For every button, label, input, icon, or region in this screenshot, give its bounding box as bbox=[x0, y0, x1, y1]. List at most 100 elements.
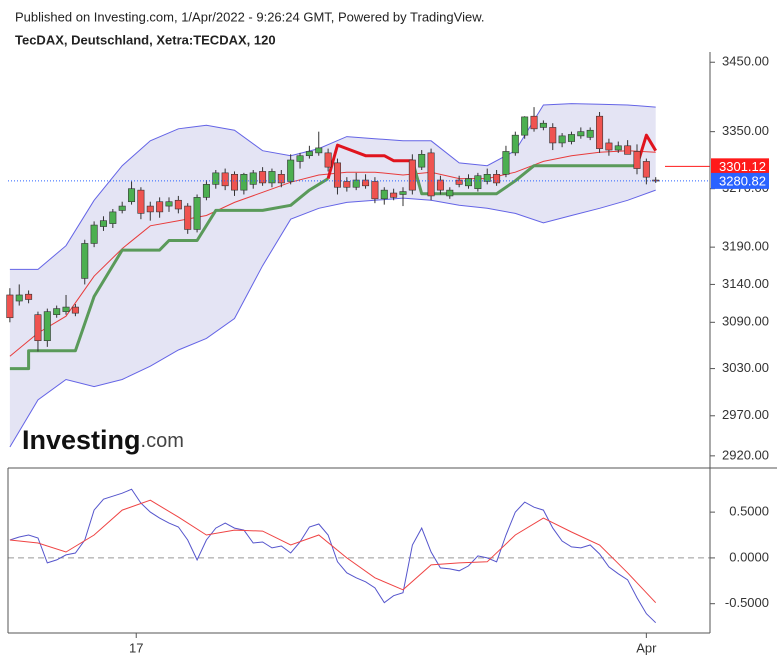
candle-body bbox=[362, 179, 370, 187]
logo-brand: Investing.com bbox=[22, 425, 184, 455]
candle-body bbox=[642, 161, 650, 178]
candle-body bbox=[156, 201, 164, 213]
candle-body bbox=[390, 192, 398, 198]
candle-body bbox=[174, 199, 182, 210]
candle-body bbox=[493, 174, 501, 184]
candle-body bbox=[146, 205, 154, 213]
candle-body bbox=[268, 171, 276, 184]
upper-band bbox=[9, 103, 656, 270]
candle-body bbox=[99, 220, 107, 227]
candle-body bbox=[231, 174, 239, 191]
candle-body bbox=[118, 205, 126, 211]
x-tick-label: Apr bbox=[636, 640, 657, 655]
candle-body bbox=[539, 122, 547, 128]
candle-body bbox=[287, 159, 295, 182]
candle-body bbox=[605, 142, 613, 151]
candle-body bbox=[586, 129, 594, 138]
candle-body bbox=[296, 155, 304, 162]
y-tick-label: 2920.00 bbox=[722, 447, 769, 462]
y-tick-label: 0.0000 bbox=[729, 549, 769, 564]
candle-body bbox=[6, 294, 14, 319]
candle-body bbox=[343, 181, 351, 188]
y-tick-label: 3090.00 bbox=[722, 314, 769, 329]
y-tick-label: 0.5000 bbox=[729, 504, 769, 519]
candle-body bbox=[558, 135, 566, 144]
y-tick-label: 3140.00 bbox=[722, 276, 769, 291]
candle-body bbox=[277, 174, 285, 184]
candle-body bbox=[62, 306, 70, 312]
candle-body bbox=[427, 152, 435, 197]
candle-body bbox=[81, 243, 89, 279]
candle-body bbox=[333, 162, 341, 188]
price-label: 3301.12 bbox=[719, 159, 766, 174]
candle-body bbox=[184, 205, 192, 230]
y-tick-label: 3350.00 bbox=[722, 123, 769, 138]
candle-body bbox=[212, 172, 220, 185]
candle-body bbox=[324, 152, 332, 168]
candle-body bbox=[399, 191, 407, 195]
candle-body bbox=[305, 151, 313, 157]
candle-body bbox=[502, 151, 510, 175]
candle-body bbox=[128, 188, 136, 203]
logo-suffix: .com bbox=[141, 430, 184, 452]
candle-body bbox=[34, 314, 42, 342]
logo-brand-text: Investing bbox=[22, 425, 141, 455]
candle-body bbox=[380, 189, 388, 200]
candle-body bbox=[530, 115, 538, 130]
candle-body bbox=[371, 181, 379, 200]
candle-body bbox=[465, 178, 473, 187]
candle-body bbox=[240, 174, 248, 191]
candle-body bbox=[109, 211, 117, 224]
candle-body bbox=[352, 179, 360, 188]
candle-body bbox=[418, 154, 426, 168]
candle-body bbox=[549, 127, 557, 144]
y-tick-label: 3030.00 bbox=[722, 360, 769, 375]
candle-body bbox=[577, 131, 585, 137]
price-label-box bbox=[711, 158, 769, 175]
candle-body bbox=[652, 179, 660, 182]
oscillator-line bbox=[9, 499, 657, 604]
candle-body bbox=[193, 197, 201, 230]
candle-body bbox=[633, 151, 641, 169]
middle-band bbox=[9, 150, 656, 357]
candle-body bbox=[567, 134, 575, 142]
y-tick-label: 3450.00 bbox=[722, 54, 769, 69]
candle-body bbox=[249, 172, 257, 185]
candle-body bbox=[474, 175, 482, 189]
y-tick-label: -0.5000 bbox=[725, 595, 769, 610]
candle-body bbox=[483, 174, 491, 182]
price-label-box bbox=[711, 172, 769, 189]
candle-body bbox=[53, 308, 61, 315]
candle-body bbox=[624, 145, 632, 155]
candle-body bbox=[408, 159, 416, 191]
candle-body bbox=[165, 201, 173, 207]
candle-body bbox=[43, 311, 51, 342]
x-tick-label: 17 bbox=[129, 640, 143, 655]
candle-body bbox=[15, 294, 23, 302]
price-label: 3280.82 bbox=[719, 173, 766, 188]
candle-body bbox=[71, 306, 79, 314]
supertrend-line bbox=[9, 160, 637, 371]
candle-body bbox=[25, 293, 33, 300]
candle-body bbox=[436, 179, 444, 191]
candle-body bbox=[511, 134, 519, 154]
lower-band bbox=[9, 189, 656, 448]
candle-body bbox=[259, 171, 267, 184]
y-tick-label: 2970.00 bbox=[722, 407, 769, 422]
candle-body bbox=[315, 147, 323, 154]
candle-body bbox=[521, 116, 529, 136]
candle-body bbox=[614, 145, 622, 151]
plot-area: 17 Apr bbox=[6, 103, 710, 655]
y-tick-label: 3190.00 bbox=[722, 239, 769, 254]
candle-body bbox=[596, 115, 604, 149]
candle-body bbox=[202, 184, 210, 198]
candle-body bbox=[455, 179, 463, 185]
candle-body bbox=[221, 172, 229, 187]
published-note: Published on Investing.com, 1/Apr/2022 -… bbox=[15, 9, 484, 24]
candle-body bbox=[446, 189, 454, 197]
band-fill bbox=[9, 103, 656, 447]
chart-title: TecDAX, Deutschland, Xetra:TECDAX, 120 bbox=[15, 32, 276, 47]
candle-body bbox=[90, 224, 98, 244]
